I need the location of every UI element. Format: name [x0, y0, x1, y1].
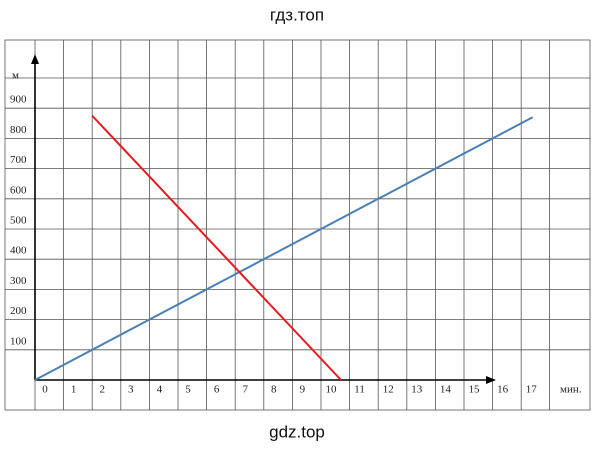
x-tick-label: 15	[469, 384, 481, 396]
x-tick-label: 13	[411, 384, 423, 396]
x-tick-label: 7	[242, 384, 248, 396]
x-tick-label: 5	[185, 384, 191, 396]
y-tick-label: 400	[10, 245, 27, 257]
x-tick-label: 8	[271, 384, 277, 396]
y-tick-label: 100	[10, 335, 27, 347]
y-tick-label: 900	[10, 94, 27, 106]
x-tick-label: 0	[42, 384, 48, 396]
y-tick-label: 300	[10, 275, 27, 287]
y-axis-arrow	[31, 54, 39, 64]
y-tick-label: 800	[10, 124, 27, 136]
x-tick-label: 14	[440, 384, 452, 396]
watermark-title: гдз.топ	[270, 5, 324, 24]
y-tick-label: 600	[10, 184, 27, 196]
y-tick-label: 200	[10, 305, 27, 317]
x-tick-label: 17	[526, 384, 538, 396]
x-tick-label: 12	[383, 384, 394, 396]
x-axis-label: мин.	[560, 384, 582, 396]
x-tick-label: 11	[354, 384, 365, 396]
y-tick-label: 700	[10, 154, 27, 166]
x-tick-label: 1	[71, 384, 77, 396]
watermark-footer: gdz.top	[269, 422, 325, 441]
x-tick-label: 9	[300, 384, 306, 396]
grid-frame	[4, 39, 591, 411]
line	[34, 116, 534, 381]
line	[91, 115, 342, 381]
x-axis-arrow	[486, 376, 496, 384]
x-tick-label: 10	[326, 384, 338, 396]
x-tick-label: 2	[99, 384, 105, 396]
x-tick-label: 4	[157, 384, 163, 396]
x-tick-label: 3	[128, 384, 134, 396]
x-tick-label: 16	[497, 384, 509, 396]
y-tick-label: 500	[10, 215, 27, 227]
y-axis-label: м	[12, 70, 19, 82]
x-tick-label: 6	[214, 384, 220, 396]
